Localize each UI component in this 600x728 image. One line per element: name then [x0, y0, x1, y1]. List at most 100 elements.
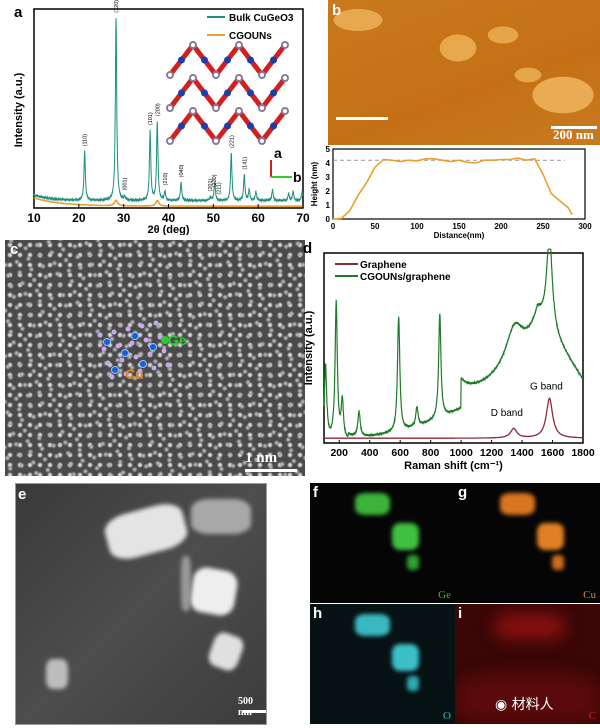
o-atom: [137, 368, 143, 374]
scale-bar-label: 500 nm: [238, 696, 253, 718]
raman-chart: 200 400 600 800 1000 1200 1400 1600 1800 Raman sh…: [303, 248, 595, 472]
x-tick-label: 50: [207, 211, 221, 225]
ge-atom: [212, 137, 220, 145]
series-line-bulk-cugeo3: [33, 18, 304, 204]
panel-label-d: d: [303, 240, 313, 257]
peak-label: (210): [163, 172, 169, 185]
annotation-g-band: G band: [530, 382, 563, 393]
panel-label-b: b: [332, 2, 342, 19]
y-tick-label: 2: [326, 187, 331, 196]
peak-label: (001): [123, 177, 129, 190]
ge-atom: [161, 336, 169, 344]
o-atom: [143, 337, 149, 343]
eds-map-o: h O: [310, 604, 455, 724]
x-tick-label: 40: [162, 211, 176, 225]
cu-atom: [178, 122, 185, 130]
x-tick-label: 10: [27, 211, 41, 225]
peak-label: (211): [216, 182, 222, 195]
o-atom: [133, 354, 139, 360]
x-tick-label: 100: [410, 222, 424, 231]
ge-atom: [166, 104, 174, 112]
cu-atom: [270, 89, 277, 97]
afm-image: 200 nm: [328, 0, 600, 145]
x-tick-label: 0: [331, 222, 336, 231]
cu-atom: [103, 338, 111, 346]
peak-label: (040): [179, 164, 185, 177]
height-profile-chart: 0 50 100 150 200 250 300 0 1 2 3 4 5 Distance(nm) Heig…: [310, 145, 592, 240]
x-tick-label: 60: [251, 211, 265, 225]
ge-atom: [212, 71, 220, 79]
panel-label-h: h: [313, 605, 323, 622]
ge-atom: [166, 137, 174, 145]
x-tick-label: 300: [578, 222, 592, 231]
cu-atom: [201, 122, 208, 130]
cu-atom: [139, 360, 147, 368]
o-atom: [101, 346, 107, 352]
x-tick-label: 20: [72, 211, 86, 225]
x-tick-label: 150: [452, 222, 466, 231]
x-tick-label: 200: [494, 222, 508, 231]
x-tick-label: 250: [536, 222, 550, 231]
o-atom: [109, 374, 115, 380]
cu-atom: [224, 56, 231, 64]
x-tick-label: 70: [296, 211, 310, 225]
scale-bar-label: 200 nm: [553, 127, 594, 142]
x-axis-label: Raman shift (cm⁻¹): [404, 460, 503, 472]
series-line-height: [332, 157, 574, 220]
y-tick-label: 3: [326, 173, 331, 182]
o-atom: [161, 348, 167, 354]
y-axis-label: Height (nm): [310, 161, 319, 206]
x-tick-label: 30: [117, 211, 131, 225]
afm-line: [336, 117, 388, 120]
watermark: ◉ 材料人: [495, 697, 554, 713]
x-tick-label: 800: [422, 447, 440, 459]
cu-atom: [131, 332, 139, 340]
ge-atom: [212, 104, 220, 112]
panel-label-i: i: [458, 605, 463, 622]
legend-label: CGOUNs: [229, 31, 272, 42]
peak-label: (230): [212, 174, 218, 187]
panel-label-g: g: [458, 484, 468, 501]
ge-atom: [281, 74, 289, 82]
y-axis-label: Intensity (a.u.): [303, 310, 315, 385]
element-label: Cu: [583, 589, 596, 601]
peak-label: (120): [114, 0, 120, 13]
cu-atom: [224, 89, 231, 97]
cu-label: Cu: [125, 366, 144, 382]
o-atom: [115, 343, 121, 349]
peak-label: (200): [155, 103, 161, 116]
legend-label: Bulk CuGeO3: [229, 13, 294, 24]
ge-atom: [235, 74, 243, 82]
o-atom: [97, 332, 103, 338]
eds-map-c: i ◉ 材料人 C: [455, 604, 600, 724]
cu-atom: [201, 89, 208, 97]
cu-atom: [201, 56, 208, 64]
o-atom: [139, 323, 145, 329]
element-label: Ge: [438, 589, 451, 601]
o-atom: [153, 320, 159, 326]
ge-atom: [189, 74, 197, 82]
x-tick-label: 200: [330, 447, 348, 459]
panel-label-e: e: [18, 486, 27, 503]
axis-label-b: b: [293, 169, 302, 185]
panel-label-f: f: [313, 484, 318, 501]
ge-atom: [189, 41, 197, 49]
scale-bar: [245, 469, 297, 472]
cu-atom: [270, 122, 277, 130]
legend-label: CGOUNs/graphene: [360, 272, 451, 283]
peak-label: (141): [242, 157, 248, 170]
ge-atom: [166, 71, 174, 79]
panel-label-a: a: [14, 4, 23, 21]
cu-atom: [270, 56, 277, 64]
x-axis-label: Distance(nm): [434, 231, 485, 240]
ge-atom: [281, 107, 289, 115]
x-tick-label: 1600: [541, 447, 565, 459]
cu-atom: [247, 122, 254, 130]
ge-atom: [235, 107, 243, 115]
scale-bar: [551, 126, 597, 129]
peak-label: (101): [148, 112, 154, 125]
element-label: O: [443, 710, 451, 722]
ge-atom: [258, 104, 266, 112]
axis-label-a: a: [274, 145, 282, 161]
element-label: C: [588, 710, 596, 722]
